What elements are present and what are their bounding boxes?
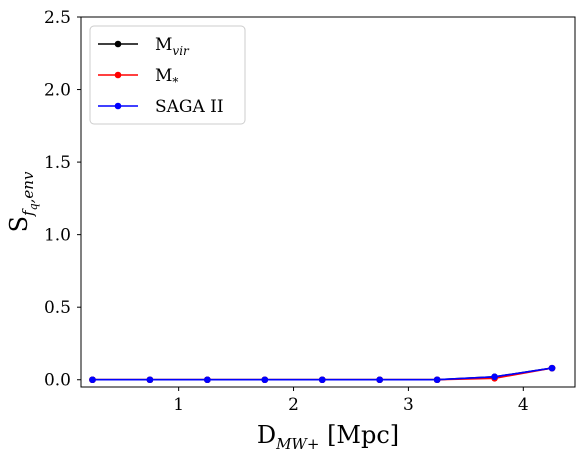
x-axis-label: DMW+ [Mpc] [257,421,399,453]
y-tick-label: 0.0 [44,371,71,391]
y-axis: 0.0 0.5 1.0 1.5 2.0 2.5 [44,8,81,391]
data-point [89,376,96,383]
y-tick-label: 1.5 [44,153,71,173]
data-point [262,376,269,383]
legend-label: SAGA II [155,97,224,117]
x-axis: 1 2 3 4 [173,387,528,415]
x-tick-label: 4 [518,395,529,415]
x-tick-label: 1 [173,395,184,415]
y-tick-label: 2.0 [44,81,71,101]
y-axis-label: Sfq,env [5,171,40,232]
data-point [549,365,556,372]
data-point [376,376,383,383]
legend-marker [115,41,122,48]
data-point [319,376,326,383]
series-layer [89,365,555,383]
series [89,365,555,383]
legend-marker [115,72,122,79]
y-tick-label: 1.0 [44,226,71,246]
legend-marker [115,103,122,110]
data-point [491,374,498,381]
data-point [204,376,211,383]
x-tick-label: 2 [288,395,299,415]
data-point [147,376,154,383]
data-point [434,376,441,383]
y-tick-label: 2.5 [44,8,71,28]
y-tick-label: 0.5 [44,298,71,318]
x-tick-label: 3 [403,395,414,415]
